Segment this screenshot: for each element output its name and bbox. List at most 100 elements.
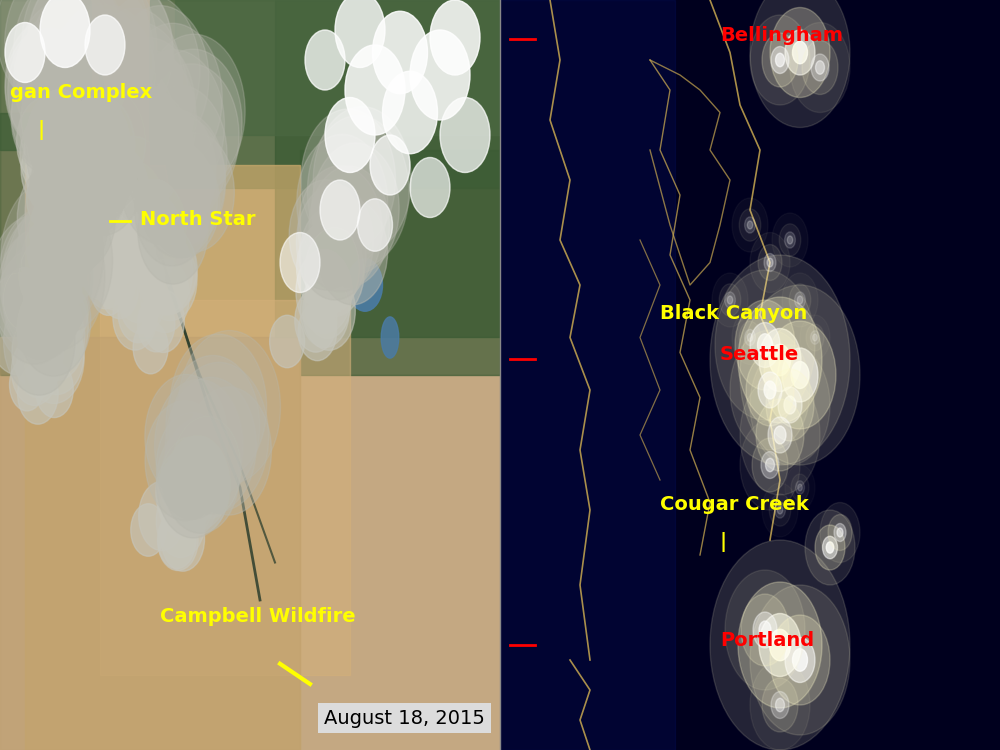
Circle shape [750, 585, 850, 735]
Circle shape [32, 228, 83, 304]
Circle shape [787, 236, 793, 244]
Circle shape [139, 227, 197, 315]
Text: Seattle: Seattle [720, 345, 799, 364]
Text: North Star: North Star [140, 210, 256, 229]
Circle shape [64, 9, 155, 146]
Circle shape [172, 416, 241, 519]
Circle shape [24, 314, 84, 404]
Text: Campbell Wildfire: Campbell Wildfire [160, 608, 356, 626]
Circle shape [169, 362, 269, 512]
Circle shape [8, 28, 92, 154]
Circle shape [72, 98, 135, 192]
Circle shape [30, 185, 93, 280]
Circle shape [790, 22, 850, 112]
Circle shape [100, 83, 185, 211]
Circle shape [779, 224, 801, 256]
Circle shape [730, 330, 810, 450]
Circle shape [37, 98, 125, 231]
Circle shape [0, 0, 94, 105]
Circle shape [410, 30, 470, 120]
Circle shape [88, 64, 177, 198]
Circle shape [74, 188, 127, 267]
Circle shape [715, 270, 815, 420]
Circle shape [21, 68, 87, 168]
Circle shape [774, 426, 786, 444]
Circle shape [1, 179, 103, 333]
Circle shape [791, 474, 809, 501]
Circle shape [157, 454, 214, 540]
Circle shape [68, 224, 103, 276]
Circle shape [44, 224, 97, 305]
Circle shape [118, 284, 158, 343]
Circle shape [725, 570, 805, 690]
Circle shape [767, 258, 773, 267]
Circle shape [727, 296, 733, 304]
Circle shape [738, 582, 822, 708]
Circle shape [138, 179, 208, 284]
Circle shape [39, 172, 77, 230]
Circle shape [710, 255, 850, 465]
Circle shape [17, 97, 76, 186]
Circle shape [798, 484, 802, 491]
Text: Bellingham: Bellingham [720, 26, 843, 45]
Circle shape [40, 33, 124, 159]
Circle shape [300, 274, 349, 347]
Circle shape [34, 170, 102, 272]
Circle shape [35, 67, 107, 175]
Circle shape [85, 15, 125, 75]
Circle shape [740, 420, 800, 510]
Circle shape [796, 481, 804, 494]
Circle shape [834, 524, 846, 542]
Circle shape [35, 361, 73, 418]
Text: Cougar Creek: Cougar Creek [660, 495, 809, 514]
Text: Black Canyon: Black Canyon [660, 304, 807, 322]
Circle shape [430, 0, 480, 75]
Circle shape [161, 506, 205, 572]
Circle shape [28, 0, 122, 116]
Circle shape [4, 288, 75, 395]
Circle shape [764, 321, 836, 429]
Circle shape [63, 97, 130, 196]
Circle shape [0, 215, 80, 352]
Circle shape [747, 334, 753, 341]
Circle shape [43, 163, 116, 271]
Circle shape [100, 202, 145, 270]
Circle shape [11, 336, 58, 406]
Circle shape [778, 387, 802, 423]
Circle shape [797, 296, 803, 304]
Circle shape [782, 348, 818, 402]
Circle shape [335, 0, 385, 68]
Circle shape [165, 377, 256, 514]
Circle shape [17, 265, 91, 376]
Circle shape [828, 514, 852, 550]
Circle shape [139, 482, 185, 550]
Circle shape [295, 290, 337, 352]
Circle shape [750, 345, 830, 465]
Bar [25, 165, 300, 750]
Circle shape [305, 270, 350, 338]
Circle shape [53, 82, 130, 198]
Circle shape [135, 154, 209, 266]
Circle shape [764, 381, 776, 399]
Circle shape [25, 280, 88, 375]
Circle shape [38, 6, 127, 140]
Circle shape [758, 244, 782, 280]
Circle shape [156, 484, 205, 557]
Circle shape [5, 22, 45, 82]
Text: |: | [38, 120, 45, 140]
Circle shape [65, 127, 136, 233]
Circle shape [775, 502, 785, 518]
Circle shape [178, 331, 280, 484]
Circle shape [27, 53, 130, 207]
Circle shape [771, 692, 789, 718]
Circle shape [2, 211, 90, 344]
Circle shape [750, 15, 810, 105]
Circle shape [301, 109, 396, 250]
Circle shape [750, 232, 790, 292]
Circle shape [299, 206, 366, 306]
Circle shape [73, 0, 173, 127]
Text: August 18, 2015: August 18, 2015 [324, 709, 485, 728]
Bar [300, 150, 500, 375]
Circle shape [186, 387, 271, 515]
Circle shape [30, 89, 91, 181]
